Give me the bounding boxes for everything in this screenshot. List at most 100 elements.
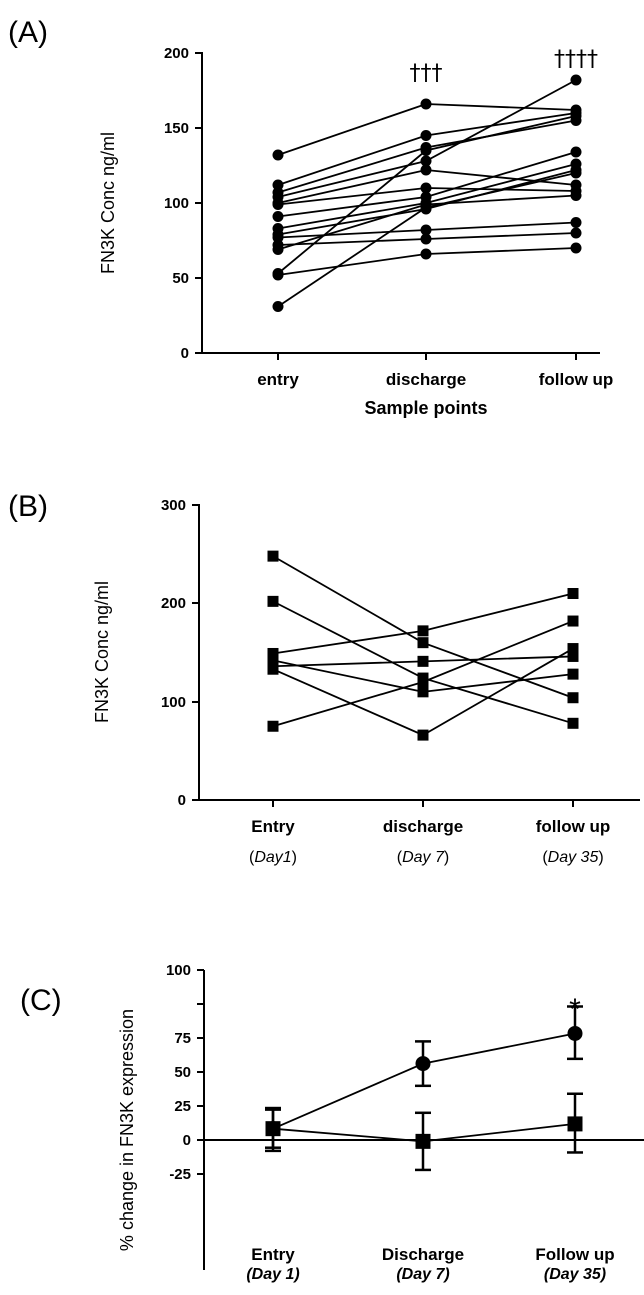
panel-a-xtick-label: follow up bbox=[539, 370, 614, 389]
data-point bbox=[567, 615, 579, 627]
data-point bbox=[420, 248, 432, 260]
data-point bbox=[567, 650, 579, 662]
panel-a-significance-discharge: ††† bbox=[410, 61, 443, 86]
data-point bbox=[267, 595, 279, 607]
data-point bbox=[420, 145, 432, 156]
panel-c-ytick-label: 0 bbox=[183, 1132, 191, 1149]
data-point bbox=[420, 182, 432, 194]
data-point bbox=[272, 269, 284, 281]
data-point bbox=[272, 211, 284, 222]
data-point bbox=[420, 202, 432, 213]
data-point bbox=[567, 668, 579, 680]
panel-c-xtick-label: Entry bbox=[251, 1245, 295, 1264]
data-point bbox=[272, 244, 284, 255]
panel-c-ytick-label: 50 bbox=[174, 1064, 191, 1081]
panel-a-xtick-label: entry bbox=[257, 370, 299, 389]
data-point bbox=[420, 98, 432, 110]
data-point bbox=[570, 146, 582, 158]
panel-c-xtick-sublabel: (Day 1) bbox=[246, 1266, 299, 1283]
panel-c-xtick-sublabel: (Day 35) bbox=[544, 1266, 606, 1283]
data-point bbox=[265, 1121, 281, 1137]
panel-b-y-ticks: 0 100 200 300 bbox=[161, 497, 199, 809]
data-point bbox=[272, 301, 284, 312]
data-point bbox=[417, 729, 429, 741]
data-point bbox=[570, 242, 582, 254]
panel-a-y-axis-title: FN3K Conc ng/ml bbox=[98, 132, 118, 274]
panel-c-ytick-label: -25 bbox=[169, 1166, 191, 1183]
data-point bbox=[267, 647, 279, 659]
panel-a-x-axis-title: Sample points bbox=[364, 398, 487, 418]
panel-a-ytick-label: 0 bbox=[181, 345, 189, 362]
panel-a-xtick-label: discharge bbox=[386, 370, 466, 389]
panel-b-letter: (B) bbox=[8, 490, 48, 523]
panel-a-data-points bbox=[272, 74, 582, 312]
data-point bbox=[415, 1056, 431, 1072]
panel-b-xtick-label: follow up bbox=[536, 817, 611, 836]
panel-b-ytick-label: 0 bbox=[178, 792, 186, 809]
panel-a-significance-followup: †††† bbox=[554, 47, 598, 72]
panel-c: (C) -25 0 25 50 75 100 Entry Discharge F… bbox=[20, 962, 644, 1283]
data-point bbox=[267, 663, 279, 675]
data-point bbox=[417, 625, 429, 637]
data-point bbox=[567, 643, 579, 655]
panel-a: (A) 0 50 100 150 200 entry discharge fol… bbox=[8, 16, 613, 418]
data-point bbox=[420, 233, 432, 245]
data-point bbox=[420, 224, 432, 236]
panel-c-y-axis-title: % change in FN3K expression bbox=[117, 1009, 137, 1251]
data-point bbox=[567, 1025, 583, 1041]
data-point bbox=[567, 692, 579, 704]
panel-b: (B) 0 100 200 300 Entry discharge follow… bbox=[8, 490, 640, 866]
panel-b-xtick-sublabel: (Day1) bbox=[249, 849, 297, 866]
panel-c-xtick-sublabel: (Day 7) bbox=[396, 1266, 449, 1283]
panel-c-xtick-label: Discharge bbox=[382, 1245, 464, 1264]
panel-c-error-bars bbox=[265, 1005, 583, 1172]
data-point bbox=[570, 74, 582, 86]
data-point bbox=[420, 164, 432, 176]
panel-c-data-points bbox=[265, 1025, 583, 1149]
data-point bbox=[417, 686, 429, 698]
data-point bbox=[415, 1133, 431, 1149]
data-point bbox=[272, 149, 284, 161]
data-point bbox=[417, 655, 429, 667]
panel-c-letter: (C) bbox=[20, 984, 62, 1017]
panel-c-y-ticks: -25 0 25 50 75 100 bbox=[166, 962, 204, 1183]
panel-b-xtick-sublabel: (Day 7) bbox=[397, 849, 449, 866]
panel-b-ytick-label: 200 bbox=[161, 595, 186, 612]
data-point bbox=[570, 217, 582, 228]
panel-c-x-labels: Entry Discharge Follow up (Day 1) (Day 7… bbox=[246, 1245, 614, 1283]
data-point bbox=[570, 190, 582, 201]
panel-b-ytick-label: 300 bbox=[161, 497, 186, 514]
panel-c-ytick-label: 25 bbox=[174, 1098, 191, 1115]
panel-a-ytick-label: 200 bbox=[164, 45, 189, 62]
panel-b-data-points bbox=[267, 550, 579, 741]
panel-c-xtick-label: Follow up bbox=[535, 1245, 614, 1264]
data-point bbox=[570, 110, 582, 122]
data-point bbox=[420, 155, 432, 167]
panel-b-ytick-label: 100 bbox=[161, 694, 186, 711]
data-point bbox=[570, 167, 582, 179]
panel-a-ytick-label: 100 bbox=[164, 195, 189, 212]
data-point bbox=[417, 637, 429, 649]
data-point bbox=[567, 717, 579, 729]
panel-b-xtick-label: Entry bbox=[251, 817, 295, 836]
panel-b-y-axis-title: FN3K Conc ng/ml bbox=[92, 581, 112, 723]
panel-b-xtick-sublabel: (Day 35) bbox=[542, 849, 603, 866]
panel-b-x-ticks: Entry discharge follow up (Day1) (Day 7)… bbox=[249, 800, 610, 866]
panel-b-xtick-label: discharge bbox=[383, 817, 463, 836]
panel-c-ytick-label: 100 bbox=[166, 962, 191, 979]
data-point bbox=[267, 550, 279, 562]
data-point bbox=[272, 199, 284, 210]
data-point bbox=[567, 588, 579, 599]
panel-a-letter: (A) bbox=[8, 16, 48, 49]
data-point bbox=[570, 227, 582, 239]
data-point bbox=[567, 1116, 583, 1132]
data-point bbox=[417, 676, 429, 688]
panel-c-ytick-label: 75 bbox=[174, 1030, 191, 1047]
panel-a-ytick-label: 150 bbox=[164, 120, 189, 137]
panel-a-y-ticks: 0 50 100 150 200 bbox=[164, 45, 202, 362]
panel-a-x-ticks: entry discharge follow up bbox=[257, 353, 613, 389]
panel-a-ytick-label: 50 bbox=[172, 270, 189, 287]
data-point bbox=[267, 720, 279, 732]
data-point bbox=[267, 654, 279, 666]
